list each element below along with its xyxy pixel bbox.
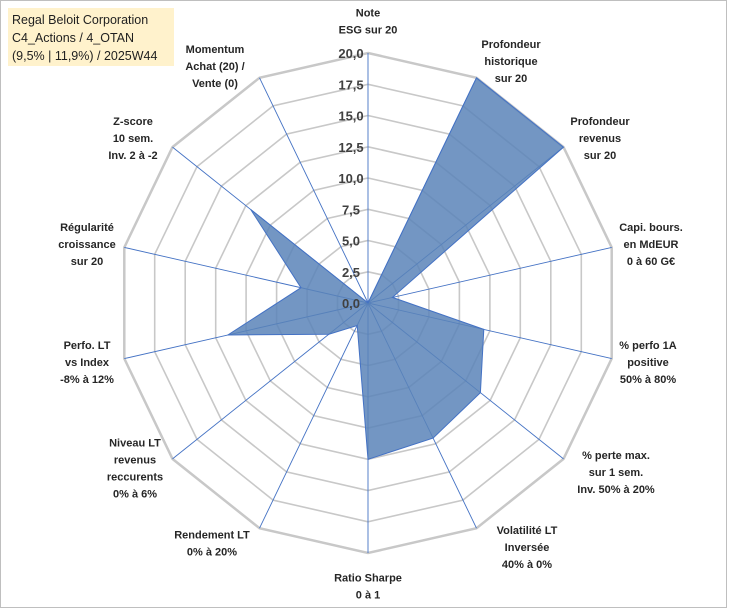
tick-label-5: 12,5 xyxy=(338,140,363,155)
axis-label-3-line-0: Capi. bours. xyxy=(619,222,683,234)
spoke-13 xyxy=(259,77,369,304)
title-line-performance: (9,5% | 11,9%) / 2025W44 xyxy=(12,49,158,63)
axis-label-4-line-1: positive xyxy=(627,357,669,369)
spoke-3 xyxy=(367,246,612,304)
axis-label-2: Profondeur revenus sur 20 xyxy=(570,116,630,162)
axis-label-13-line-1: Achat (20) / xyxy=(185,61,244,73)
axis-label-13-line-0: Momentum xyxy=(186,44,245,56)
axis-label-8: Rendement LT 0% à 20% xyxy=(174,530,250,559)
axis-label-11: Régularité croissance sur 20 xyxy=(58,222,115,268)
axis-label-11-line-0: Régularité xyxy=(60,222,114,234)
axis-label-8-line-1: 0% à 20% xyxy=(187,547,237,559)
axis-label-2-line-2: sur 20 xyxy=(584,150,616,162)
axis-label-4: % perfo 1A positive 50% à 80% xyxy=(619,340,677,386)
axis-label-11-line-1: croissance xyxy=(58,239,115,251)
axis-label-1-line-2: sur 20 xyxy=(495,73,527,85)
axis-label-12-line-2: Inv. 2 à -2 xyxy=(108,150,157,162)
axis-label-3: Capi. bours. en MdEUR 0 à 60 G€ xyxy=(619,222,683,268)
axis-label-10: Perfo. LT vs Index -8% à 12% xyxy=(60,340,114,386)
tick-label-7: 17,5 xyxy=(338,77,363,92)
axis-label-5-line-0: % perte max. xyxy=(582,450,650,462)
axis-label-12-line-1: 10 sem. xyxy=(113,133,153,145)
axis-label-6-line-2: 40% à 0% xyxy=(502,559,552,571)
axis-label-6-line-1: Inversée xyxy=(505,542,550,554)
axis-label-5-line-1: sur 1 sem. xyxy=(589,467,643,479)
axis-label-3-line-2: 0 à 60 G€ xyxy=(627,256,675,268)
tick-label-3: 7,5 xyxy=(342,202,360,217)
axis-label-5: % perte max. sur 1 sem. Inv. 50% à 20% xyxy=(577,450,655,496)
axis-label-2-line-0: Profondeur xyxy=(570,116,630,128)
axis-label-10-line-0: Perfo. LT xyxy=(64,340,111,352)
axis-label-9-line-1: revenus xyxy=(114,455,156,467)
axis-label-4-line-2: 50% à 80% xyxy=(620,374,676,386)
axis-label-9-line-3: 0% à 6% xyxy=(113,489,157,501)
axis-label-4-line-0: % perfo 1A xyxy=(619,340,677,352)
axis-label-6-line-0: Volatilité LT xyxy=(497,525,558,537)
axis-label-11-line-2: sur 20 xyxy=(71,256,103,268)
title-line-company: Regal Beloit Corporation xyxy=(12,13,149,27)
axis-label-1-line-0: Profondeur xyxy=(481,39,541,51)
axis-label-13-line-2: Vente (0) xyxy=(192,78,238,90)
axis-label-1: Profondeur historique sur 20 xyxy=(481,39,541,85)
axis-label-9-line-0: Niveau LT xyxy=(109,438,161,450)
axis-label-13: Momentum Achat (20) / Vente (0) xyxy=(185,44,244,90)
title-line-category: C4_Actions / 4_OTAN xyxy=(12,31,135,45)
tick-label-2: 5,0 xyxy=(342,234,360,249)
axis-label-12: Z-score 10 sem. Inv. 2 à -2 xyxy=(108,116,157,162)
tick-label-8: 20,0 xyxy=(338,46,363,61)
tick-label-6: 15,0 xyxy=(338,109,363,124)
tick-label-4: 10,0 xyxy=(338,171,363,186)
axis-label-1-line-1: historique xyxy=(484,56,537,68)
axis-label-10-line-2: -8% à 12% xyxy=(60,374,114,386)
axis-label-12-line-0: Z-score xyxy=(113,116,153,128)
axis-label-7: Ratio Sharpe 0 à 1 xyxy=(334,573,402,602)
axis-label-9-line-2: reccurents xyxy=(107,472,163,484)
chart-title-box: Regal Beloit Corporation C4_Actions / 4_… xyxy=(8,8,174,66)
tick-label-1: 2,5 xyxy=(342,265,360,280)
axis-label-8-line-0: Rendement LT xyxy=(174,530,250,542)
tick-label-0: 0,0 xyxy=(342,296,360,311)
radial-tick-labels: 0,0 2,5 5,0 7,5 10,0 12,5 15,0 17,5 20,0 xyxy=(338,46,363,311)
radar-series xyxy=(226,77,565,460)
series-area xyxy=(226,77,565,460)
axis-label-0-line-1: ESG sur 20 xyxy=(339,25,398,37)
axis-label-7-line-1: 0 à 1 xyxy=(356,590,380,602)
axis-label-3-line-1: en MdEUR xyxy=(624,239,679,251)
axis-label-6: Volatilité LT Inversée 40% à 0% xyxy=(497,525,558,571)
axis-label-7-line-0: Ratio Sharpe xyxy=(334,573,402,585)
axis-label-0: Note ESG sur 20 xyxy=(339,8,398,37)
spoke-8 xyxy=(259,302,369,529)
axis-label-10-line-1: vs Index xyxy=(65,357,110,369)
axis-label-0-line-0: Note xyxy=(356,8,380,20)
axis-label-5-line-2: Inv. 50% à 20% xyxy=(577,484,655,496)
axis-label-9: Niveau LT revenus reccurents 0% à 6% xyxy=(107,438,163,501)
axis-labels: Note ESG sur 20 Profondeur historique sur 20… xyxy=(58,8,683,602)
axis-label-2-line-1: revenus xyxy=(579,133,621,145)
